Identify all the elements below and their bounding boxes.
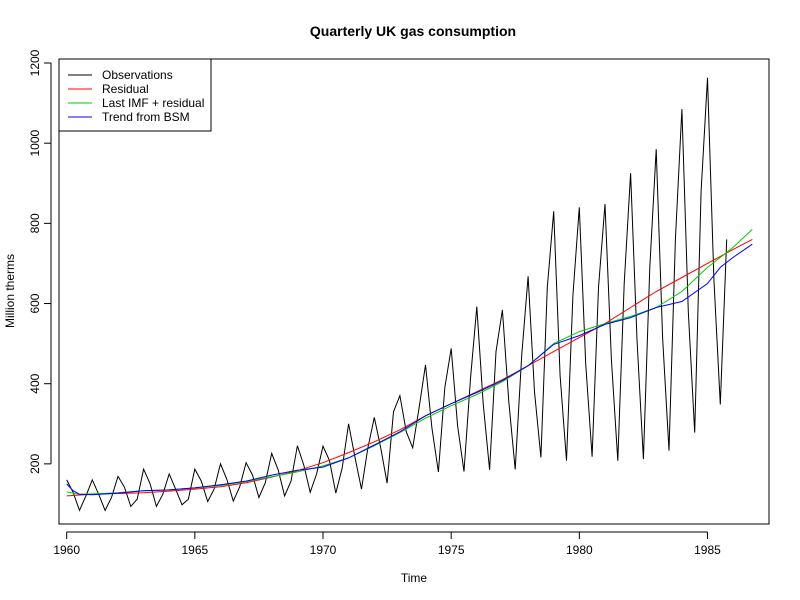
chart-title: Quarterly UK gas consumption [310,23,516,39]
x-tick-label: 1970 [310,543,337,557]
plot-area [58,58,770,525]
y-tick-label: 800 [28,213,42,233]
x-axis: 1960 1965 1970 1975 1980 1985 [53,531,721,557]
y-ticks: 200 400 600 800 1000 1200 [28,49,51,474]
legend-label: Trend from BSM [102,110,190,124]
y-axis: 200 400 600 800 1000 1200 [28,49,52,474]
x-tick-label: 1960 [53,543,80,557]
x-axis-label: Time [401,571,428,585]
series-line-trend-from-bsm [66,243,753,496]
legend-label: Observations [102,68,173,82]
legend-box [58,58,212,132]
y-tick-label: 1000 [28,130,42,157]
x-ticks: 1960 1965 1970 1975 1980 1985 [53,532,721,557]
x-tick-label: 1985 [694,543,721,557]
y-tick-label: 1200 [28,49,42,76]
x-tick-label: 1965 [181,543,208,557]
y-axis-label: Million therms [3,254,17,328]
x-tick-label: 1975 [438,543,465,557]
legend-label: Residual [102,82,149,96]
y-tick-label: 400 [28,373,42,393]
series-line-residual [66,238,753,497]
y-tick-label: 200 [28,454,42,474]
plot-frame [58,58,770,525]
y-tick-label: 600 [28,293,42,313]
x-tick-label: 1980 [566,543,593,557]
legend-label: Last IMF + residual [102,96,204,110]
series-line-observations [66,77,728,512]
series-layer [66,77,753,512]
